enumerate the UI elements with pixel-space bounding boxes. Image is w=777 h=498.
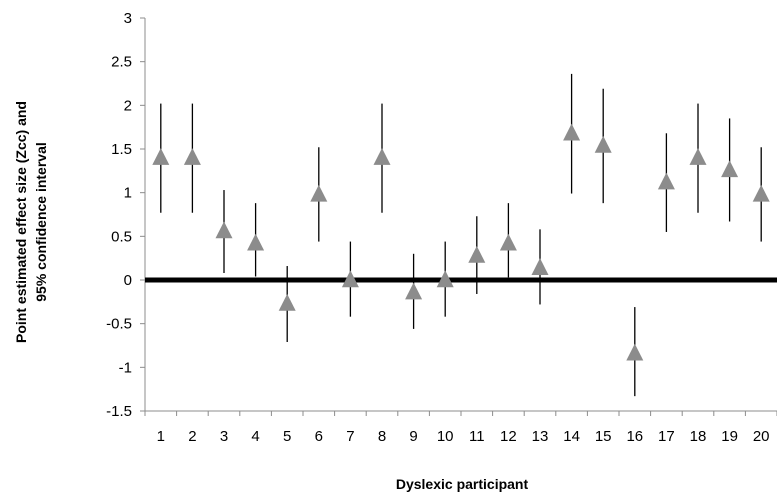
x-axis-title: Dyslexic participant xyxy=(396,476,529,492)
y-tick-label: 3 xyxy=(124,10,132,27)
y-axis-title-line-2: 95% confidence interval xyxy=(33,142,49,302)
data-point-marker xyxy=(563,123,581,141)
data-point-marker xyxy=(278,293,296,311)
x-tick-label: 12 xyxy=(500,428,517,445)
y-tick-label: -1.5 xyxy=(106,403,132,420)
y-tick-label: -1 xyxy=(119,359,132,376)
y-tick-label: 1.5 xyxy=(111,141,132,158)
y-tick-label: 0 xyxy=(124,272,132,289)
y-axis-title: Point estimated effect size (Zcc) and 95… xyxy=(13,101,49,343)
y-tick-label: 1 xyxy=(124,185,132,202)
x-tick-label: 5 xyxy=(283,428,291,445)
data-point-marker xyxy=(531,258,549,275)
data-point-marker xyxy=(215,221,233,239)
data-point-marker xyxy=(657,172,675,190)
x-tick-label: 19 xyxy=(721,428,738,445)
data-point-marker xyxy=(689,148,707,165)
x-tick-label: 15 xyxy=(595,428,612,445)
data-point-marker xyxy=(247,233,265,251)
y-tick-label: 0.5 xyxy=(111,228,132,245)
data-point-marker xyxy=(405,282,423,300)
x-tick-label: 16 xyxy=(626,428,643,445)
x-tick-label: 17 xyxy=(658,428,675,445)
x-tick-label: 4 xyxy=(251,428,259,445)
x-tick-label: 10 xyxy=(437,428,454,445)
y-axis-title-line-1: Point estimated effect size (Zcc) and xyxy=(13,101,29,343)
data-point-marker xyxy=(594,135,612,153)
y-tick-label: 2.5 xyxy=(111,54,132,71)
x-tick-label: 2 xyxy=(188,428,196,445)
data-point-marker xyxy=(468,245,486,263)
data-point-marker xyxy=(341,270,359,288)
data-point-marker xyxy=(310,184,328,202)
x-tick-label: 13 xyxy=(532,428,549,445)
plot-area: 32.521.510.50-0.5-1-1.51 2 3 4 5 6 7 8 9 10 11 12 13… xyxy=(106,10,777,445)
data-point-marker xyxy=(721,160,739,178)
x-tick-label: 3 xyxy=(220,428,228,445)
y-tick-label: -0.5 xyxy=(106,316,132,333)
data-point-marker xyxy=(183,148,201,165)
x-tick-label: 1 xyxy=(157,428,165,445)
x-tick-label: 9 xyxy=(409,428,417,445)
x-tick-label: 8 xyxy=(378,428,386,445)
y-tick-label: 2 xyxy=(124,97,132,114)
data-point-marker xyxy=(626,343,644,361)
x-tick-label: 20 xyxy=(753,428,770,445)
x-tick-label: 18 xyxy=(690,428,707,445)
x-tick-label: 7 xyxy=(346,428,354,445)
data-point-marker xyxy=(499,233,517,251)
x-tick-label: 14 xyxy=(563,428,580,445)
data-point-marker xyxy=(152,148,170,165)
x-tick-label: 6 xyxy=(315,428,323,445)
data-point-marker xyxy=(752,184,770,202)
x-tick-label: 11 xyxy=(469,428,485,445)
data-point-marker xyxy=(436,270,454,288)
data-point-marker xyxy=(373,148,391,165)
